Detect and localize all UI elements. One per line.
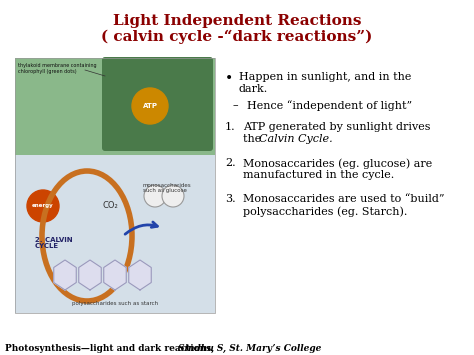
Circle shape	[132, 88, 168, 124]
Text: energy: energy	[32, 203, 54, 208]
Polygon shape	[129, 260, 151, 290]
Text: dark.: dark.	[239, 84, 268, 94]
Text: Monosaccarides are used to “build”: Monosaccarides are used to “build”	[243, 194, 445, 204]
Polygon shape	[104, 260, 126, 290]
Circle shape	[162, 185, 184, 207]
Text: 1.: 1.	[225, 122, 236, 132]
Text: CO₂: CO₂	[102, 202, 118, 211]
Text: ATP: ATP	[143, 103, 157, 109]
Text: manufactured in the cycle.: manufactured in the cycle.	[243, 170, 394, 180]
Polygon shape	[79, 260, 101, 290]
Text: 2.: 2.	[225, 158, 236, 168]
Text: polysaccharides such as starch: polysaccharides such as starch	[72, 300, 158, 306]
Text: Light Independent Reactions: Light Independent Reactions	[113, 14, 361, 28]
Text: 2. CALVIN
CYCLE: 2. CALVIN CYCLE	[35, 236, 73, 250]
Text: ( calvin cycle -“dark reactions”): ( calvin cycle -“dark reactions”)	[101, 30, 373, 44]
Text: Happen in sunlight, and in the: Happen in sunlight, and in the	[239, 72, 411, 82]
FancyBboxPatch shape	[102, 57, 213, 151]
Text: –: –	[233, 100, 238, 110]
Circle shape	[27, 190, 59, 222]
Text: polysaccharides (eg. Starch).: polysaccharides (eg. Starch).	[243, 206, 407, 217]
Bar	[15, 155, 215, 313]
Text: monosaccharides
such as glucose: monosaccharides such as glucose	[143, 182, 191, 193]
Text: Calvin Cycle.: Calvin Cycle.	[259, 134, 333, 144]
Text: Monosaccarides (eg. glucose) are: Monosaccarides (eg. glucose) are	[243, 158, 432, 169]
Text: Photosynthesis—light and dark reactions,: Photosynthesis—light and dark reactions,	[5, 344, 214, 353]
Circle shape	[144, 185, 166, 207]
Text: the: the	[243, 134, 265, 144]
Text: ATP generated by sunlight drives: ATP generated by sunlight drives	[243, 122, 430, 132]
Text: •: •	[225, 72, 233, 86]
Bar	[15, 58, 215, 155]
Bar	[15, 58, 215, 313]
Text: thylakoid membrane containing
chlorophyll (green dots): thylakoid membrane containing chlorophyl…	[18, 63, 97, 74]
Text: Sindhu S, St. Mary’s College: Sindhu S, St. Mary’s College	[175, 344, 321, 353]
Text: 3.: 3.	[225, 194, 236, 204]
Polygon shape	[54, 260, 76, 290]
Text: Hence “independent of light”: Hence “independent of light”	[247, 100, 412, 111]
